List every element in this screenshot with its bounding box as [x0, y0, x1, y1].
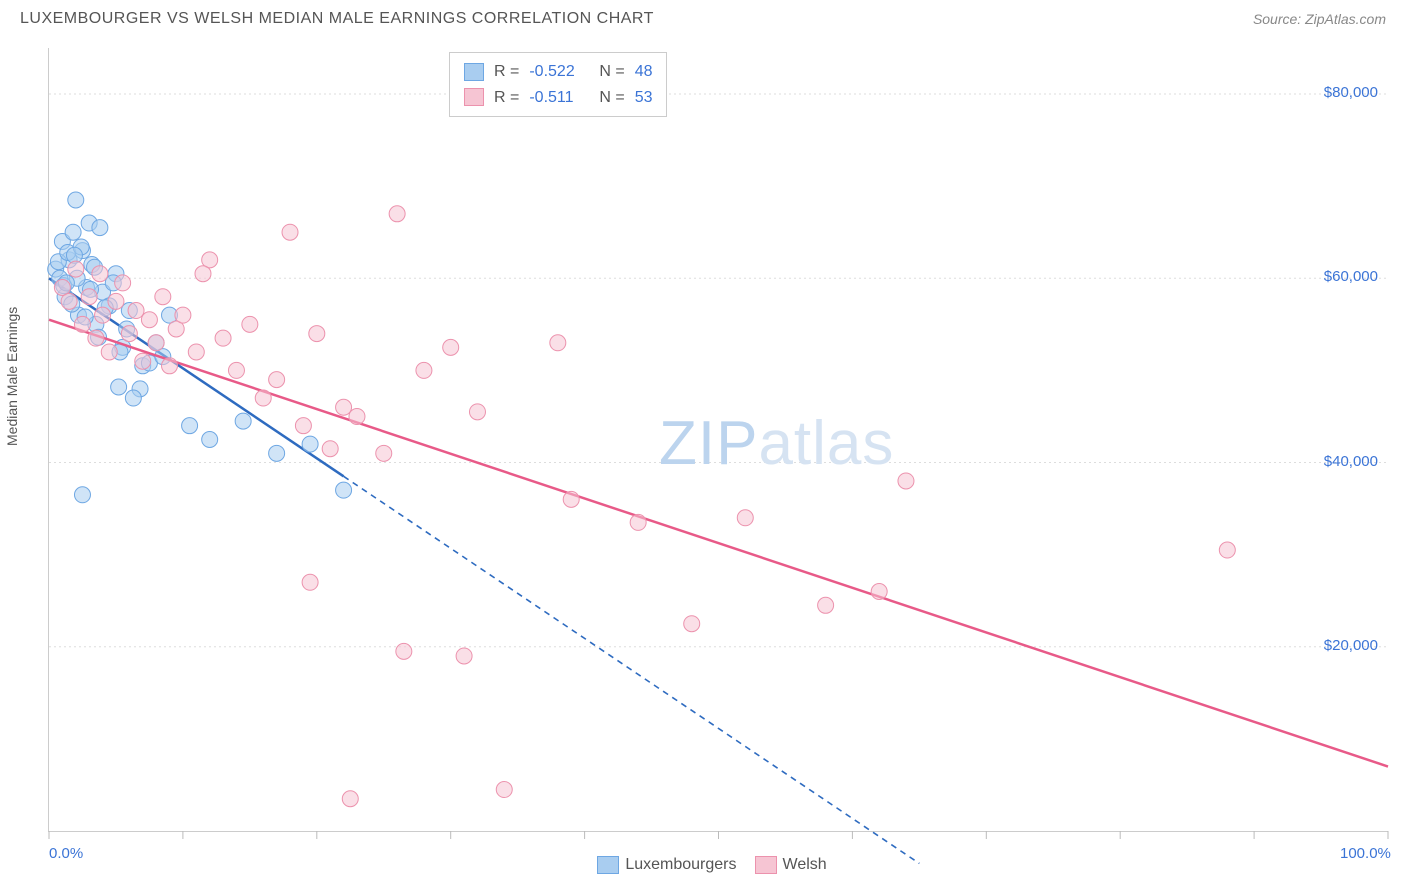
chart-title: LUXEMBOURGER VS WELSH MEDIAN MALE EARNIN… [20, 10, 654, 28]
stat-r-label: R = [494, 59, 519, 85]
series-swatch [464, 63, 484, 81]
y-tick-label: $20,000 [1324, 637, 1378, 654]
chart-plot-area: ZIPatlas R =-0.522N =48R =-0.511N =53 $2… [48, 48, 1388, 832]
bottom-legend: Luxembourgers Welsh [0, 856, 1406, 874]
y-axis-label: Median Male Earnings [4, 307, 20, 446]
y-tick-label: $40,000 [1324, 453, 1378, 470]
stats-row: R = -0.511 N = 53 [464, 85, 652, 111]
stat-n-label: N = [599, 85, 624, 111]
source-text: Source: ZipAtlas.com [1253, 11, 1386, 27]
y-tick-label: $80,000 [1324, 84, 1378, 101]
stats-legend-box: R = -0.522 N = 48 R = -0.511 N = 53 [449, 52, 667, 117]
legend-label: Welsh [783, 856, 827, 873]
legend-swatch [755, 856, 777, 874]
stat-r-value: -0.522 [529, 59, 589, 85]
stat-n-label: N = [599, 59, 624, 85]
series-swatch [464, 88, 484, 106]
stat-n-value: 48 [635, 59, 653, 85]
stat-r-value: -0.511 [529, 85, 589, 111]
legend-label: Luxembourgers [625, 856, 736, 873]
stat-n-value: 53 [635, 85, 653, 111]
header: LUXEMBOURGER VS WELSH MEDIAN MALE EARNIN… [0, 0, 1406, 34]
stats-row: R = -0.522 N = 48 [464, 59, 652, 85]
legend-swatch [597, 856, 619, 874]
y-tick-label: $60,000 [1324, 268, 1378, 285]
scatter-svg [49, 48, 1388, 831]
stat-r-label: R = [494, 85, 519, 111]
